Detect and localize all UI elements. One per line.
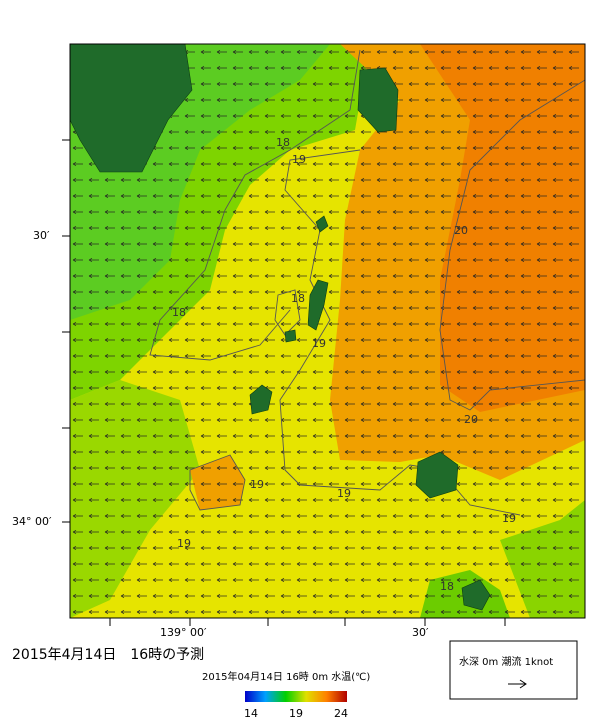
map-frame — [69, 43, 586, 619]
contour-label: 19 — [502, 512, 516, 525]
contour-label: 19 — [250, 478, 264, 491]
colorbar — [245, 691, 347, 702]
contour-label: 19 — [292, 153, 306, 166]
colorbar-tick: 24 — [334, 707, 348, 720]
contour-label: 18 — [291, 292, 305, 305]
contour-label: 18 — [440, 580, 454, 593]
contour-label: 19 — [312, 337, 326, 350]
lon-label: 30′ — [412, 626, 429, 639]
lon-label: 139° 00′ — [160, 626, 207, 639]
colorbar-tick: 14 — [244, 707, 258, 720]
colorbar-tick: 19 — [289, 707, 303, 720]
lat-label: 30′ — [33, 229, 50, 242]
contour-label: 19 — [337, 487, 351, 500]
contour-label: 20 — [464, 413, 478, 426]
contour-label: 19 — [177, 537, 191, 550]
contour-labels: 18 19 20 18 18 19 20 19 19 19 19 18 — [172, 136, 516, 593]
lat-label: 34° 00′ — [12, 515, 52, 528]
colorbar-title: 2015年04月14日 16時 0m 水温(℃) — [202, 670, 370, 683]
caption: 2015年4月14日 16時の予測 — [12, 647, 204, 663]
map-area — [70, 44, 585, 618]
legend-text: 水深 0m 潮流 1knot — [459, 655, 553, 668]
legend-box — [449, 640, 578, 700]
contour-label: 20 — [454, 224, 468, 237]
contour-label: 18 — [172, 306, 186, 319]
frame-ticks — [62, 139, 506, 626]
legend-arrow — [508, 679, 527, 689]
contour-label: 18 — [276, 136, 290, 149]
